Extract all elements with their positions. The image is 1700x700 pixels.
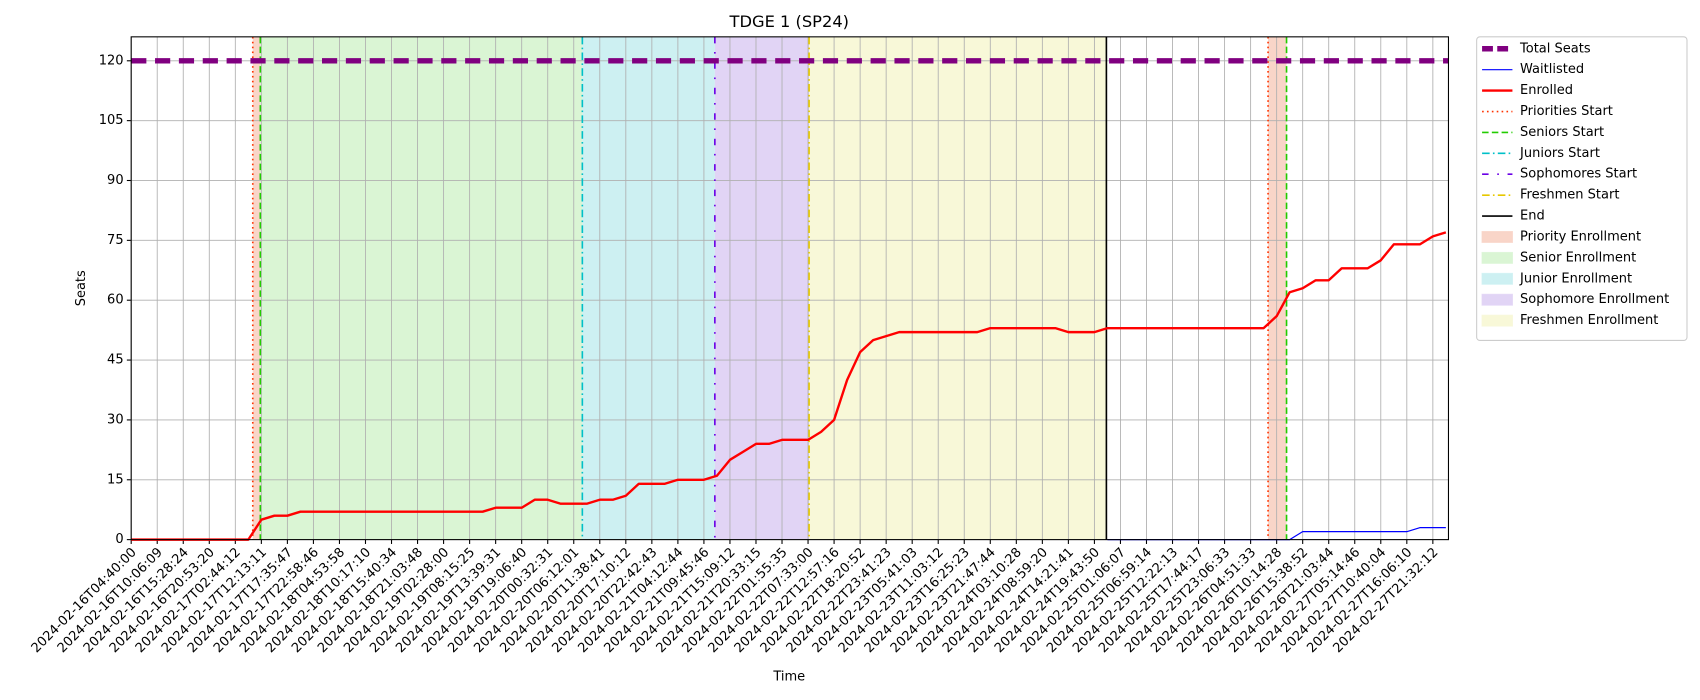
y-tick-label: 45: [107, 353, 124, 368]
span: [582, 36, 715, 540]
span: [714, 36, 810, 540]
y-tick-label: 105: [99, 113, 124, 128]
y-tick-label: 30: [107, 412, 124, 427]
legend-swatch: [1481, 251, 1513, 264]
legend-label: Waitlisted: [1520, 62, 1584, 77]
span: [252, 36, 261, 540]
series-line: [131, 231, 1447, 541]
legend-swatch: [1481, 272, 1513, 285]
plot-frame: [130, 36, 1450, 541]
legend-label: Freshmen Enrollment: [1520, 313, 1658, 328]
chart-title: TDGE 1 (SP24): [729, 12, 849, 31]
legend-label: Junior Enrollment: [1519, 271, 1632, 286]
legend-swatch: [1481, 231, 1513, 243]
y-tick-label: 60: [107, 293, 124, 308]
legend-label: Freshmen Start: [1520, 188, 1619, 203]
legend-label: Priority Enrollment: [1520, 229, 1641, 244]
legend-label: Total Seats: [1519, 41, 1591, 56]
y-tick-label: 90: [107, 173, 124, 188]
legend-label: Sophomore Enrollment: [1520, 292, 1669, 307]
legend-label: End: [1520, 209, 1545, 224]
span: [809, 36, 1107, 540]
span: [1268, 36, 1287, 540]
legend-label: Sophomores Start: [1520, 167, 1637, 182]
legend-label: Seniors Start: [1520, 125, 1604, 140]
legend-swatch: [1481, 293, 1513, 306]
y-axis-label: Seats: [74, 270, 89, 306]
legend-label: Senior Enrollment: [1520, 250, 1636, 265]
y-tick-label: 120: [99, 53, 124, 68]
legend-label: Priorities Start: [1520, 104, 1613, 119]
y-tick-label: 75: [107, 233, 124, 248]
legend-box: [1476, 36, 1688, 342]
legend-label: Enrolled: [1520, 83, 1573, 98]
span: [260, 36, 583, 540]
y-tick-label: 15: [107, 472, 124, 487]
y-tick-label: 0: [115, 532, 123, 547]
legend-label: Juniors Start: [1519, 146, 1600, 161]
x-axis-label: Time: [772, 670, 805, 685]
legend-swatch: [1481, 314, 1513, 327]
